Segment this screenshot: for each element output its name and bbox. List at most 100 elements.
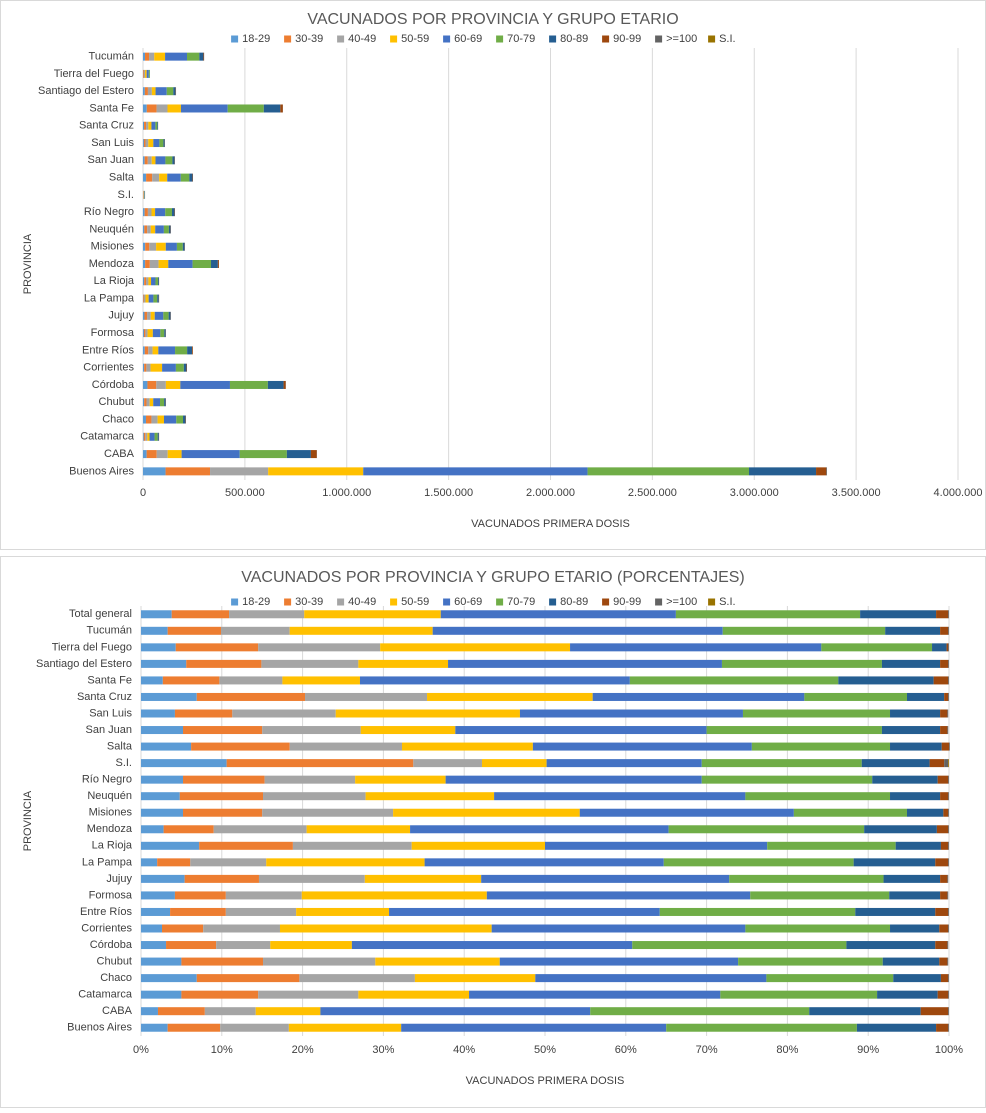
bar-segment (157, 858, 190, 866)
bar-segment (151, 277, 155, 285)
bar-segment (189, 174, 192, 182)
bar-segment (141, 627, 168, 635)
bar-segment (221, 627, 290, 635)
bar-segment (259, 875, 365, 883)
bar-segment (153, 346, 159, 354)
bar-segment (148, 139, 153, 147)
bar-segment (145, 295, 148, 303)
bar-segment (144, 122, 146, 130)
bar-segment (676, 610, 860, 618)
bar-segment (307, 825, 410, 833)
bar-segment (181, 104, 228, 112)
bar-segment (166, 243, 177, 251)
bar-segment (143, 295, 144, 303)
bar-segment (410, 825, 669, 833)
bar-segment (936, 1024, 948, 1032)
bar-segment (855, 908, 935, 916)
bar-segment (707, 726, 882, 734)
bar-segment (441, 610, 676, 618)
bar-segment (947, 710, 948, 718)
y-tick-label: Chubut (97, 955, 132, 967)
bar-segment (143, 260, 145, 268)
bar-segment (158, 277, 159, 285)
bar-segment (146, 174, 152, 182)
bar-segment (944, 759, 948, 767)
bar-segment (220, 1024, 289, 1032)
bar-segment (864, 825, 937, 833)
bar-segment (144, 364, 146, 372)
bar-segment (749, 467, 816, 475)
bar-segment (145, 87, 148, 95)
bar-segment (147, 225, 151, 233)
bar-segment (167, 174, 181, 182)
bar-segment (228, 104, 264, 112)
bar-segment (203, 925, 280, 933)
bar-segment (149, 70, 150, 78)
bar-segment (147, 312, 151, 320)
bar-segment (723, 627, 885, 635)
bar-segment (160, 398, 164, 406)
bar-segment (947, 958, 948, 966)
bar-segment (149, 243, 156, 251)
bar-segment (804, 693, 907, 701)
bar-segment (838, 676, 933, 684)
bar-segment (147, 450, 157, 458)
bar-segment (227, 759, 414, 767)
bar-segment (157, 450, 168, 458)
x-tick-label: 2.000.000 (526, 487, 575, 499)
x-tick-label: 100% (935, 1044, 963, 1056)
y-tick-label: San Luis (89, 707, 132, 719)
bar-segment (935, 908, 948, 916)
bar-segment (183, 776, 265, 784)
chart-title: VACUNADOS POR PROVINCIA Y GRUPO ETARIO (… (241, 569, 745, 586)
bar-segment (890, 792, 940, 800)
bar-segment (170, 908, 226, 916)
bar-segment (729, 875, 883, 883)
y-tick-label: La Rioja (94, 275, 135, 287)
bar-segment (148, 87, 152, 95)
bar-segment (141, 941, 166, 949)
bar-segment (948, 991, 949, 999)
legend-label: 30-39 (295, 33, 323, 45)
bar-segment (889, 891, 940, 899)
legend-label: 18-29 (242, 596, 270, 608)
x-tick-label: 3.500.000 (832, 487, 881, 499)
y-tick-label: CABA (104, 448, 135, 460)
bar-segment (947, 941, 948, 949)
legend-swatch (443, 599, 450, 606)
y-tick-label: Tierra del Fuego (54, 68, 134, 80)
legend-swatch (496, 599, 503, 606)
bar-segment (872, 776, 937, 784)
y-tick-label: Santa Cruz (77, 691, 132, 703)
x-tick-label: 90% (857, 1044, 879, 1056)
bar-segment (948, 925, 949, 933)
bar-segment (176, 364, 184, 372)
y-tick-label: Misiones (91, 241, 135, 253)
bar-segment (948, 776, 949, 784)
legend-label: >=100 (666, 33, 697, 45)
bar-segment (948, 643, 949, 651)
legend-swatch (549, 599, 556, 606)
bar-segment (155, 225, 164, 233)
bar-segment (151, 225, 155, 233)
bar-segment (216, 941, 270, 949)
chart-title: VACUNADOS POR PROVINCIA Y GRUPO ETARIO (307, 11, 678, 28)
bar-segment (268, 381, 284, 389)
bar-segment (158, 1007, 205, 1015)
bar-segment (263, 792, 366, 800)
bar-segment (147, 433, 149, 441)
bar-segment (942, 743, 949, 751)
bar-segment (299, 974, 415, 982)
bar-segment (935, 941, 947, 949)
bar-segment (159, 174, 167, 182)
bar-segment (144, 225, 147, 233)
bar-segment (284, 381, 286, 389)
bar-segment (767, 842, 895, 850)
legend-swatch (443, 36, 450, 43)
bar-segment (168, 627, 221, 635)
legend-swatch (602, 36, 609, 43)
bar-segment (163, 676, 220, 684)
bar-segment (151, 364, 163, 372)
y-tick-label: Entre Ríos (82, 344, 134, 356)
